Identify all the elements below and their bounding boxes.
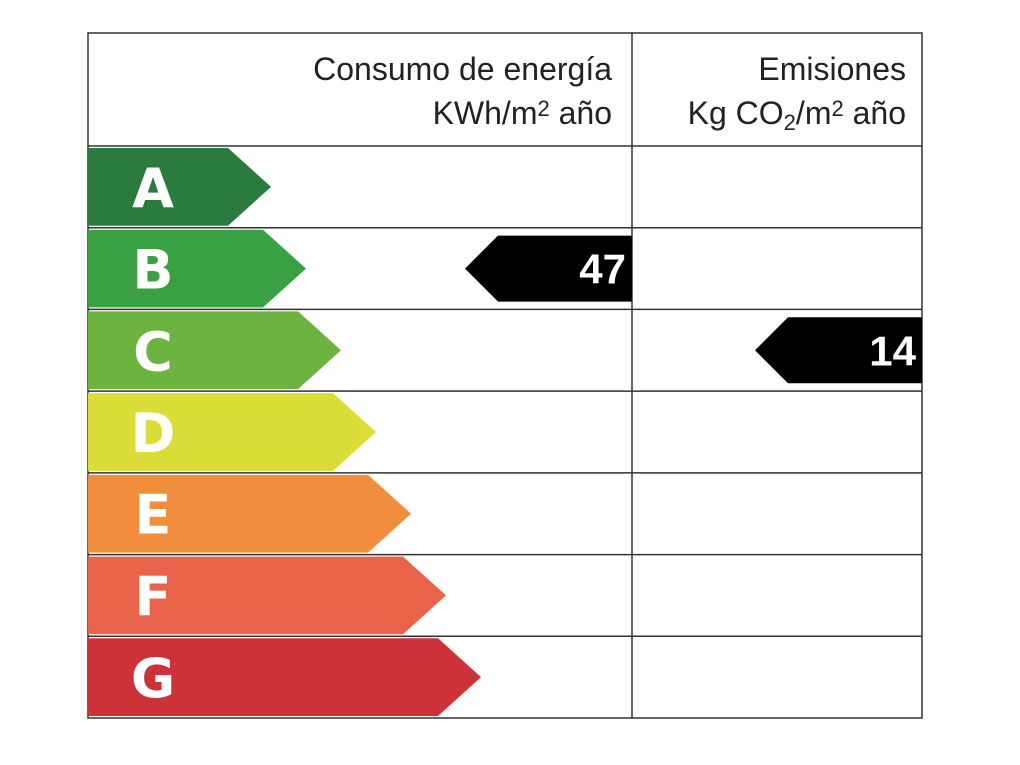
header-unit: Kg CO2/m2 año — [688, 95, 906, 135]
class-letter: D — [131, 402, 176, 465]
class-arrow — [88, 311, 341, 390]
class-arrow — [88, 638, 481, 716]
unit-index: 2 — [537, 96, 549, 121]
unit-text: KWh/m — [433, 95, 538, 131]
class-arrow — [88, 556, 446, 635]
class-arrow — [88, 229, 306, 308]
unit-text: /m — [796, 95, 832, 131]
class-arrow — [88, 393, 376, 471]
class-letter: E — [135, 484, 172, 547]
class-letter: G — [131, 647, 175, 710]
rating-arrow — [755, 317, 922, 384]
rating-arrow — [465, 235, 632, 302]
unit-index: 2 — [784, 110, 796, 135]
class-arrow — [88, 474, 411, 553]
class-letter: B — [132, 239, 173, 302]
header-title: Consumo de energía — [313, 51, 612, 87]
class-letter: A — [132, 157, 174, 220]
class-arrow — [88, 148, 271, 226]
class-letter: C — [133, 320, 173, 383]
rating-value: 14 — [869, 327, 916, 374]
class-letter: F — [135, 565, 172, 628]
unit-text: año — [844, 95, 906, 131]
unit-text: Kg CO — [688, 95, 784, 131]
header-unit: KWh/m2 año — [433, 95, 612, 131]
rating-value: 47 — [579, 246, 626, 293]
unit-index: 2 — [831, 96, 843, 121]
header-title: Emisiones — [758, 51, 906, 87]
unit-text: año — [550, 95, 612, 131]
